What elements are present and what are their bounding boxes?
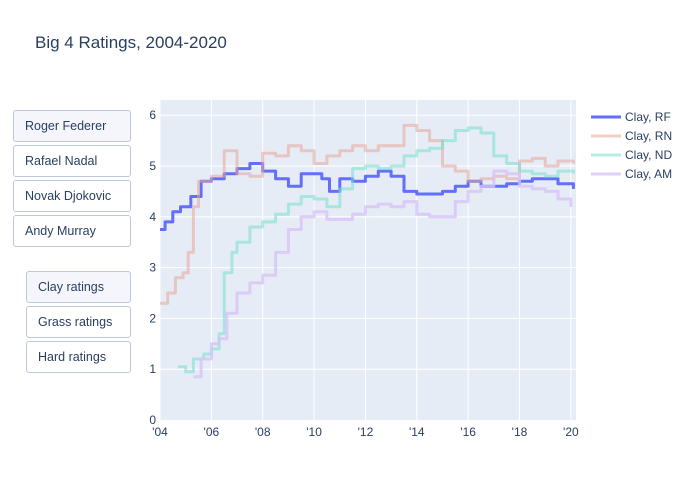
- x-tick-label: '08: [255, 425, 271, 439]
- y-tick-label: 3: [149, 261, 156, 275]
- legend-label: Clay, RF: [625, 110, 671, 124]
- y-tick-label: 0: [149, 413, 156, 427]
- surface-selector: Clay ratings Grass ratings Hard ratings: [26, 271, 131, 376]
- series-line-3: [193, 169, 573, 379]
- surface-button-grass[interactable]: Grass ratings: [26, 306, 131, 338]
- legend-label: Clay, RN: [625, 129, 672, 143]
- y-tick-label: 6: [149, 108, 156, 122]
- series-line-2: [178, 126, 575, 374]
- legend-label: Clay, ND: [625, 148, 672, 162]
- legend: Clay, RF Clay, RN Clay, ND Clay, AM: [591, 110, 672, 181]
- series-lines: [160, 123, 575, 379]
- x-tick-label: '20: [563, 425, 579, 439]
- grid: [159, 100, 576, 420]
- y-tick-label: 5: [149, 159, 156, 173]
- y-tick-label: 1: [149, 362, 156, 376]
- x-tick-label: '14: [409, 425, 425, 439]
- player-button-federer[interactable]: Roger Federer: [13, 110, 131, 142]
- player-button-murray[interactable]: Andy Murray: [13, 215, 131, 247]
- series-line-1: [160, 123, 575, 305]
- surface-button-clay[interactable]: Clay ratings: [26, 271, 131, 303]
- x-tick-label: '12: [358, 425, 374, 439]
- player-selector: Roger Federer Rafael Nadal Novak Djokovi…: [13, 110, 131, 250]
- x-tick-label: '16: [460, 425, 476, 439]
- x-tick-label: '18: [512, 425, 528, 439]
- player-button-nadal[interactable]: Rafael Nadal: [13, 145, 131, 177]
- x-tick-label: '06: [204, 425, 220, 439]
- y-tick-label: 2: [149, 311, 156, 325]
- legend-label: Clay, AM: [625, 167, 672, 181]
- x-tick-label: '04: [152, 425, 168, 439]
- plot-area: [160, 100, 576, 420]
- surface-button-hard[interactable]: Hard ratings: [26, 341, 131, 373]
- x-tick-label: '10: [306, 425, 322, 439]
- player-button-djokovic[interactable]: Novak Djokovic: [13, 180, 131, 212]
- axes: 0 1 2 3 4 5 6 '04 '06 '08 '10 '12 '14 '16 '18 '20: [149, 108, 579, 439]
- y-tick-label: 4: [149, 210, 156, 224]
- chart-title: Big 4 Ratings, 2004-2020: [35, 33, 227, 52]
